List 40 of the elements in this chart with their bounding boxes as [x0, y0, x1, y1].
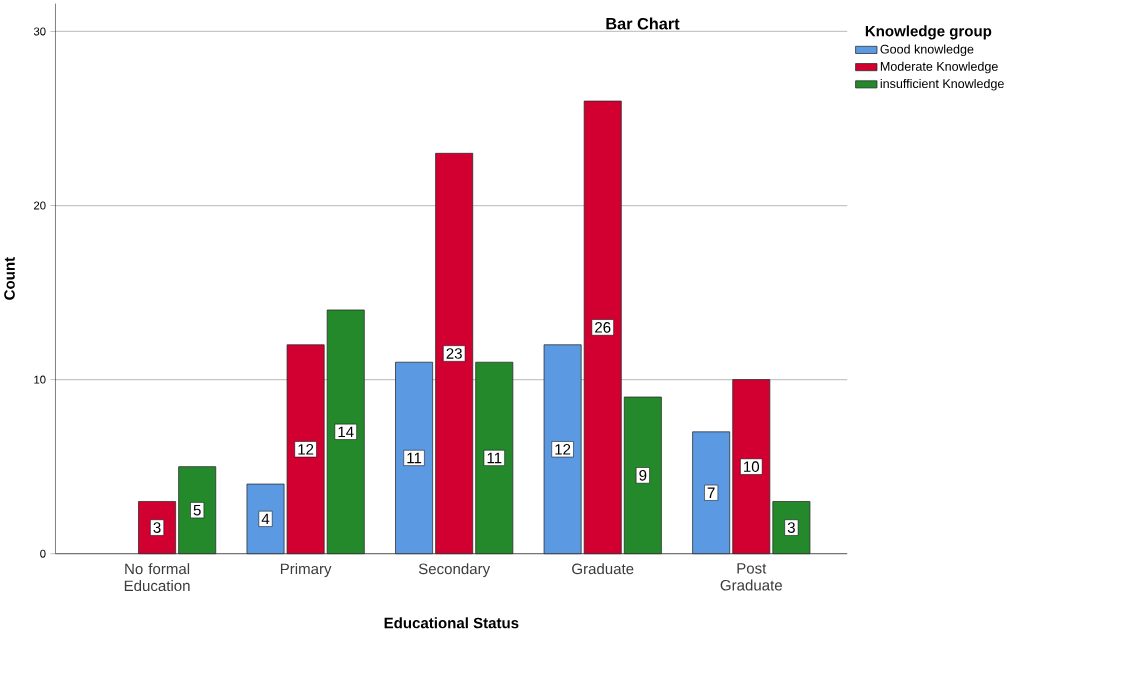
bar: [623, 396, 662, 555]
data-label: 23: [446, 348, 462, 359]
data-label: 12: [555, 443, 571, 455]
x-tick-label: Secondary: [418, 563, 491, 578]
x-tick-label: Primary: [280, 563, 332, 578]
data-label: 11: [487, 452, 502, 464]
legend-label: insufficient Knowledge: [880, 78, 1004, 91]
legend-label: Moderate Knowledge: [880, 61, 998, 74]
data-label: 10: [744, 461, 760, 472]
x-tick-label: Post Graduate: [720, 563, 782, 591]
x-tick-label: Graduate: [572, 563, 634, 575]
x-tick-label: No formal Education: [124, 563, 190, 592]
legend-title: Knowledge group: [865, 25, 992, 40]
bar: [692, 431, 731, 555]
bar: [395, 361, 434, 555]
data-label: 9: [639, 469, 647, 481]
bar: [732, 379, 771, 555]
data-label: 26: [595, 322, 611, 333]
data-label: 3: [787, 522, 795, 533]
legend-label: Good knowledge: [880, 44, 974, 57]
data-label: 7: [707, 487, 715, 498]
y-tick-label: 20: [34, 201, 46, 210]
data-label: 5: [193, 504, 201, 516]
x-axis-title: Educational Status: [384, 617, 519, 629]
bar: [326, 309, 365, 555]
data-label: 14: [338, 426, 354, 437]
data-label: 4: [261, 513, 270, 525]
text: Bar Chart: [606, 17, 680, 30]
y-axis-title: Count: [4, 257, 15, 300]
data-label: 3: [153, 522, 161, 533]
bar: [435, 152, 474, 555]
y-tick-label: 0: [40, 549, 46, 558]
bar: [178, 466, 217, 555]
bar: [583, 100, 622, 555]
data-label: 11: [407, 452, 422, 464]
data-label: 12: [298, 443, 314, 455]
y-tick-label: 10: [34, 375, 46, 384]
bar: [543, 344, 582, 555]
bar: [475, 361, 514, 555]
y-tick-label: 30: [33, 27, 46, 36]
